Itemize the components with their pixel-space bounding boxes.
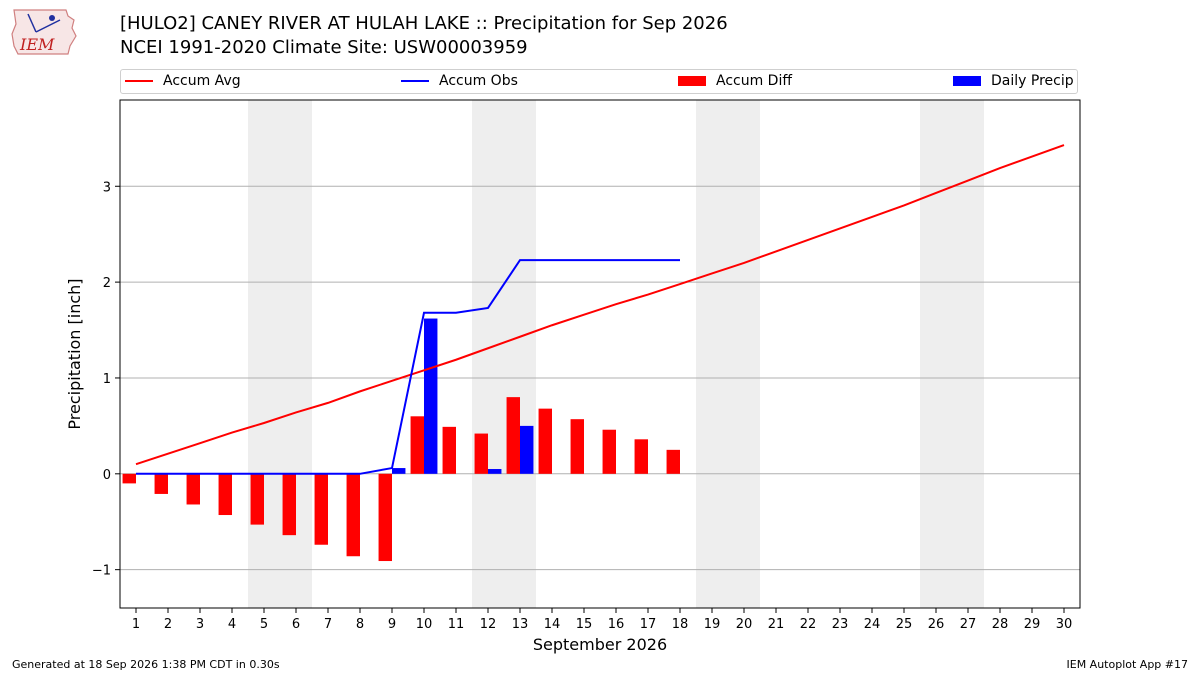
- x-tick-label-24: 24: [864, 617, 881, 632]
- legend-swatch-accum-diff: [678, 76, 706, 86]
- x-tick-label-20: 20: [736, 617, 753, 632]
- accum-diff-bar-day-17: [634, 439, 648, 474]
- footer-app: IEM Autoplot App #17: [1066, 658, 1189, 671]
- chart-legend: Accum Avg Accum Obs Accum Diff Daily Pre…: [120, 69, 1078, 94]
- legend-swatch-accum-avg: [125, 80, 153, 82]
- x-tick-label-25: 25: [896, 617, 913, 632]
- legend-label-accum-avg: Accum Avg: [163, 73, 241, 89]
- legend-label-accum-diff: Accum Diff: [716, 73, 793, 89]
- accum-diff-bar-day-5: [250, 473, 264, 525]
- legend-item-accum-obs: Accum Obs: [401, 73, 518, 89]
- x-tick-label-8: 8: [356, 617, 364, 632]
- legend-item-accum-avg: Accum Avg: [125, 73, 241, 89]
- logo-text: IEM: [19, 35, 55, 54]
- x-tick-label-1: 1: [132, 617, 140, 632]
- y-tick-label--1: −1: [92, 564, 111, 579]
- accum-avg-line: [135, 144, 1065, 466]
- x-axis-label: September 2026: [533, 635, 667, 654]
- daily-precip-bar-day-12: [488, 469, 502, 474]
- x-tick-label-18: 18: [672, 617, 689, 632]
- y-axis-label: Precipitation [inch]: [65, 278, 84, 429]
- x-tick-label-27: 27: [960, 617, 977, 632]
- footer-generated: Generated at 18 Sep 2026 1:38 PM CDT in …: [12, 658, 280, 671]
- x-tick-label-9: 9: [388, 617, 396, 632]
- x-tick-label-22: 22: [800, 617, 817, 632]
- x-axis-ticks: 1 2 3 4 5 6 7 8 9 10 11 12 13 14 15 16 17 18 19 20 21 22 23 24 2…: [132, 608, 1072, 632]
- x-tick-label-14: 14: [544, 617, 561, 632]
- accum-diff-bar-day-18: [666, 449, 680, 474]
- legend-swatch-daily-precip: [953, 76, 981, 86]
- x-tick-label-12: 12: [480, 617, 497, 632]
- plot-frame: [119, 99, 1081, 609]
- x-tick-label-5: 5: [260, 617, 268, 632]
- accum-diff-bar-day-2: [154, 473, 168, 494]
- y-axis-ticks: −1 0 1 2 3: [92, 180, 120, 579]
- x-tick-label-26: 26: [928, 617, 945, 632]
- accum-diff-bar-day-7: [314, 473, 328, 545]
- chart-title: [HULO2] CANEY RIVER AT HULAH LAKE :: Pre…: [120, 13, 728, 34]
- accum-diff-bar-day-10: [410, 416, 424, 474]
- x-tick-label-10: 10: [416, 617, 433, 632]
- x-tick-label-2: 2: [164, 617, 172, 632]
- legend-swatch-accum-obs: [401, 80, 429, 82]
- legend-label-accum-obs: Accum Obs: [439, 73, 518, 89]
- x-tick-label-29: 29: [1024, 617, 1041, 632]
- x-tick-label-7: 7: [324, 617, 332, 632]
- x-tick-label-13: 13: [512, 617, 529, 632]
- y-tick-label-0: 0: [103, 468, 111, 483]
- x-tick-label-30: 30: [1056, 617, 1073, 632]
- accum-diff-bars: [122, 397, 680, 562]
- x-tick-label-16: 16: [608, 617, 625, 632]
- series-lines: [135, 144, 1065, 475]
- x-tick-label-11: 11: [448, 617, 465, 632]
- weekend-band-1: [472, 100, 536, 608]
- x-tick-label-17: 17: [640, 617, 657, 632]
- daily-precip-bar-day-10: [424, 318, 438, 474]
- legend-item-accum-diff: Accum Diff: [678, 73, 792, 89]
- x-tick-label-3: 3: [196, 617, 204, 632]
- legend-item-daily-precip: Daily Precip: [953, 73, 1074, 89]
- x-tick-label-4: 4: [228, 617, 236, 632]
- accum-diff-bar-day-13: [506, 397, 520, 474]
- y-tick-label-3: 3: [103, 180, 111, 195]
- accum-diff-bar-day-8: [346, 473, 360, 557]
- weekend-band-2: [696, 100, 760, 608]
- accum-diff-bar-day-12: [474, 433, 488, 474]
- accum-diff-bar-day-14: [538, 408, 552, 474]
- x-tick-label-21: 21: [768, 617, 785, 632]
- y-tick-label-1: 1: [103, 372, 111, 387]
- accum-obs-line: [136, 259, 680, 475]
- accum-diff-bar-day-9: [378, 473, 392, 562]
- accum-diff-bar-day-3: [186, 473, 200, 505]
- legend-label-daily-precip: Daily Precip: [991, 73, 1074, 89]
- accum-diff-bar-day-16: [602, 429, 616, 474]
- weekend-band-3: [920, 100, 984, 608]
- accum-diff-bar-day-15: [570, 419, 584, 474]
- daily-precip-bar-day-13: [520, 425, 534, 474]
- x-tick-label-23: 23: [832, 617, 849, 632]
- x-tick-label-15: 15: [576, 617, 593, 632]
- daily-precip-bars: [392, 318, 534, 474]
- x-tick-label-28: 28: [992, 617, 1009, 632]
- accum-diff-bar-day-6: [282, 473, 296, 536]
- x-tick-label-19: 19: [704, 617, 721, 632]
- chart-subtitle: NCEI 1991-2020 Climate Site: USW00003959: [120, 37, 528, 58]
- accum-diff-bar-day-11: [442, 426, 456, 474]
- iem-logo: IEM: [11, 9, 77, 55]
- x-tick-label-6: 6: [292, 617, 300, 632]
- accum-diff-bar-day-4: [218, 473, 232, 516]
- weekend-band-0: [248, 100, 312, 608]
- daily-precip-bar-day-9: [392, 468, 406, 474]
- y-tick-label-2: 2: [103, 276, 111, 291]
- accum-diff-bar-day-1: [122, 473, 136, 484]
